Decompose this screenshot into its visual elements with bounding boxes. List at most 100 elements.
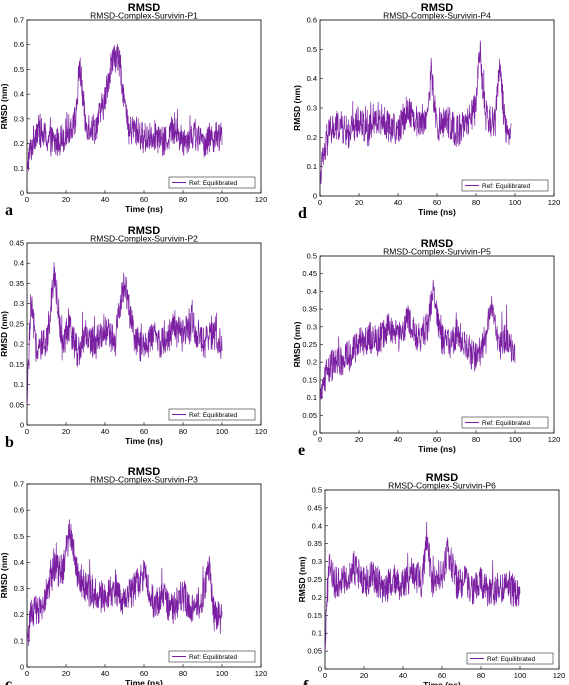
y-axis-label: RMSD (nm): [297, 556, 307, 602]
y-tick-label: 0.6: [14, 40, 24, 49]
chart-subtitle: RMSD-Complex-Survivin-P3: [90, 475, 198, 485]
y-tick-label: 0: [20, 663, 24, 672]
legend-entry: Ref: Equilibrated: [189, 654, 237, 661]
x-tick-label: 60: [140, 427, 148, 436]
panel-c: 0 20 40 60 80 100 120 0 0.1 0.2 0.3 0.4 0.5 0.6 0.7 RMS…: [0, 466, 267, 685]
x-tick-label: 0: [318, 198, 322, 207]
y-tick-label: 0.3: [14, 299, 24, 308]
x-tick-label: 100: [514, 671, 527, 680]
y-tick-label: 0.2: [14, 340, 24, 349]
panel-d: 0 20 40 60 80 100 12000.10.20.30.40.50.6RMSDRM…: [292, 2, 560, 222]
y-tick-label: 0.1: [14, 380, 24, 389]
y-tick-label: 0.5: [307, 45, 317, 54]
y-axis-label: RMSD (nm): [0, 311, 9, 357]
legend-box: [168, 408, 256, 421]
x-tick-label: 100: [509, 435, 522, 444]
y-tick-label: 0.45: [302, 269, 317, 278]
chart-title: RMSD: [421, 238, 453, 250]
plot-frame: [319, 19, 555, 197]
legend-box: [461, 179, 549, 192]
x-tick-label: 100: [216, 427, 229, 436]
y-tick-label: 0.3: [307, 104, 317, 113]
chart-title: RMSD: [128, 466, 160, 478]
panel-b: 0 20 40 60 80 100 120 0 0.05 0.1 0.15 0.2 0.25 0.3 0.3…: [0, 225, 267, 451]
x-tick-label: 0: [25, 427, 29, 436]
x-tick-label: 80: [477, 671, 485, 680]
x-tick-label: 60: [140, 195, 148, 204]
y-tick-label: 0.6: [307, 16, 317, 25]
y-tick-label: 0: [318, 665, 322, 674]
series-line: [26, 261, 223, 405]
y-tick-label: 0.4: [312, 521, 322, 530]
y-tick-label: 0.35: [9, 279, 24, 288]
legend-entry: Ref: Equilibrated: [189, 180, 237, 187]
y-tick-label: 0.45: [9, 239, 24, 248]
panel-letter: b: [5, 434, 14, 451]
y-tick-label: 0.2: [312, 593, 322, 602]
legend-entry: Ref: Equilibrated: [487, 656, 535, 663]
y-tick-label: 0: [313, 429, 317, 438]
plot-frame: [319, 255, 555, 434]
x-tick-label: 80: [179, 427, 187, 436]
chart-title: RMSD: [128, 2, 160, 14]
legend-box: [466, 652, 554, 665]
chart-subtitle: RMSD-Complex-Survivin-P6: [388, 481, 496, 491]
panel-f: 0 20 40 60 80 100 120 0 0.05 0.1 0.15 0.2 0.25 0.3 0.3…: [297, 472, 565, 685]
y-tick-label: 0.25: [307, 575, 322, 584]
y-axis-label: RMSD (nm): [0, 83, 9, 129]
series-line: [26, 519, 223, 646]
y-tick-label: 0.7: [14, 480, 24, 489]
y-tick-label: 0.15: [307, 611, 322, 620]
y-tick-label: 0.4: [14, 558, 24, 567]
legend-entry: Ref: Equilibrated: [482, 420, 530, 427]
x-tick-label: 120: [255, 195, 268, 204]
x-tick-label: 20: [62, 669, 70, 678]
y-axis-label: RMSD (nm): [292, 321, 302, 367]
panel-letter: e: [298, 442, 305, 459]
x-tick-label: 0: [318, 435, 322, 444]
x-tick-label: 80: [472, 198, 480, 207]
y-tick-label: 0.05: [307, 647, 322, 656]
legend-entry: Ref: Equilibrated: [189, 412, 237, 419]
y-axis-label: RMSD (nm): [0, 552, 9, 598]
x-tick-label: 80: [472, 435, 480, 444]
x-tick-label: 40: [101, 195, 109, 204]
chart-subtitle: RMSD-Complex-Survivin-P4: [383, 11, 491, 21]
chart-title: RMSD: [128, 225, 160, 237]
y-tick-label: 0.1: [307, 393, 317, 402]
x-axis-label: Time (ns): [418, 207, 456, 217]
y-tick-label: 0: [20, 421, 24, 430]
y-tick-label: 0.4: [307, 287, 317, 296]
y-tick-label: 0.05: [302, 411, 317, 420]
x-axis-label: Time (ns): [125, 204, 163, 214]
y-tick-label: 0.2: [307, 358, 317, 367]
y-tick-label: 0.1: [312, 629, 322, 638]
x-tick-label: 0: [323, 671, 327, 680]
x-tick-label: 40: [101, 669, 109, 678]
x-axis-label: Time (ns): [418, 444, 456, 454]
y-tick-label: 0.3: [14, 584, 24, 593]
x-tick-label: 0: [25, 195, 29, 204]
y-tick-label: 0: [20, 189, 24, 198]
x-tick-label: 60: [438, 671, 446, 680]
y-tick-label: 0.5: [312, 486, 322, 495]
x-tick-label: 100: [216, 669, 229, 678]
panel-letter: f: [303, 678, 309, 685]
chart-title: RMSD: [426, 472, 458, 484]
series-line: [319, 40, 512, 185]
plot-frame: [26, 19, 262, 194]
x-tick-label: 80: [179, 669, 187, 678]
x-tick-label: 80: [179, 195, 187, 204]
y-tick-label: 0.5: [14, 65, 24, 74]
x-tick-label: 40: [394, 435, 402, 444]
x-tick-label: 20: [355, 198, 363, 207]
y-tick-label: 0.2: [307, 133, 317, 142]
y-tick-label: 0.45: [307, 503, 322, 512]
chart-title: RMSD: [421, 2, 453, 14]
y-tick-label: 0.5: [14, 532, 24, 541]
y-tick-label: 0.35: [307, 539, 322, 548]
x-tick-label: 60: [433, 435, 441, 444]
legend-box: [168, 650, 256, 663]
panel-letter: d: [298, 205, 307, 222]
x-axis-label: Time (ns): [125, 436, 163, 446]
